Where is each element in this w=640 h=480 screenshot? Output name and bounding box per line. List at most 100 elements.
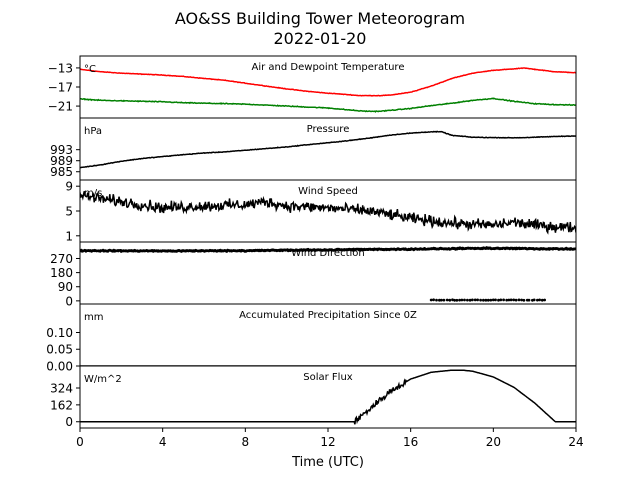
panel-3-point <box>494 298 497 302</box>
panel-2: 1 5 9 Wind Speed m/s <box>65 179 577 243</box>
panel-2-ytick-label: 9 <box>65 180 73 194</box>
panel-3-point <box>509 298 513 302</box>
panel-3-point <box>442 298 446 302</box>
panel-2-ytick-label: 1 <box>65 229 73 243</box>
panel-5-series-0 <box>80 369 576 425</box>
panel-0-ytick-label: −17 <box>48 81 73 95</box>
panel-3-point <box>538 298 541 302</box>
panel-1-ytick-label: 985 <box>50 165 73 179</box>
panel-3-point <box>499 298 503 302</box>
panel-2-unit: m/s <box>84 188 102 199</box>
xtick-label: 16 <box>403 435 418 449</box>
panel-3-title: Wind Direction <box>291 248 365 259</box>
x-axis-label: Time (UTC) <box>291 455 364 470</box>
x-axis: 0 4 8 12 16 20 24 <box>76 428 584 449</box>
panel-0: −13 −17 −21 Air and Dewpoint Temperature °C <box>48 55 577 119</box>
panel-3-point <box>460 298 464 302</box>
panel-3-point <box>473 298 477 302</box>
panel-5-ytick-label: 162 <box>50 398 73 412</box>
panel-5-ytick-label: 324 <box>50 381 73 395</box>
panel-0-ytick-label: −21 <box>48 100 73 114</box>
panel-1-unit: hPa <box>84 126 102 137</box>
panel-3-point <box>440 298 443 302</box>
panel-4-ytick-label: 0.05 <box>46 343 73 357</box>
panel-3-point <box>448 298 452 302</box>
panel-3-point <box>432 298 435 302</box>
panel-3-point <box>463 298 466 302</box>
panel-1-series <box>80 130 576 169</box>
panel-3-ytick-label: 90 <box>58 280 73 294</box>
panel-3-point <box>520 298 523 302</box>
panel-3-series <box>80 246 576 302</box>
panel-3-point <box>502 298 505 302</box>
panel-5-ytick-label: 0 <box>65 415 73 429</box>
panel-5-series <box>80 369 576 425</box>
panel-2-ytick-label: 5 <box>65 205 73 219</box>
panel-3-point <box>445 298 449 302</box>
panel-3-point <box>514 298 518 302</box>
panel-4-ytick-label: 0.10 <box>46 326 73 340</box>
panel-4: 0.00 0.05 0.10 Accumulated Precipitation Si… <box>46 303 577 374</box>
panel-3-point <box>491 298 495 302</box>
panel-1-series-0 <box>80 130 576 169</box>
panel-3-point <box>468 298 472 302</box>
panel-0-title: Air and Dewpoint Temperature <box>252 62 405 73</box>
panel-3-point <box>527 298 531 302</box>
panel-3-point <box>486 298 490 302</box>
panel-3-point <box>543 298 546 302</box>
panel-3-point <box>484 298 488 302</box>
panel-3-point <box>451 298 454 302</box>
panel-0-ytick-label: −13 <box>48 61 73 75</box>
panel-1-title: Pressure <box>307 124 350 135</box>
xtick-label: 20 <box>486 435 501 449</box>
panel-3-ytick-label: 270 <box>50 252 73 266</box>
xtick-label: 8 <box>242 435 250 449</box>
panel-3-point <box>507 298 511 302</box>
panel-3-point <box>455 298 459 302</box>
panel-3-point <box>438 298 441 302</box>
panel-3-point <box>522 298 526 302</box>
panel-3-point <box>458 298 461 302</box>
panel-4-unit: mm <box>84 312 103 323</box>
panel-3-point <box>540 298 544 302</box>
panel-3-point <box>536 298 539 302</box>
panel-3-point <box>512 298 516 302</box>
panel-3-point <box>453 298 456 302</box>
panel-3-point <box>497 298 500 302</box>
panel-3-point <box>489 298 493 302</box>
panel-2-title: Wind Speed <box>298 186 358 197</box>
xtick-label: 0 <box>76 435 84 449</box>
panel-3-point <box>476 298 479 302</box>
panel-5-title: Solar Flux <box>303 372 353 383</box>
panel-0-series-0 <box>80 67 576 97</box>
figure-title: AO&SS Building Tower Meteorogram <box>175 9 465 28</box>
figure-date: 2022-01-20 <box>274 29 367 48</box>
panel-3-point <box>517 298 521 302</box>
xtick-label: 4 <box>159 435 167 449</box>
panel-3-point <box>532 298 536 302</box>
panel-3-point <box>479 298 482 302</box>
panel-5: 0 162 324 Solar Flux W/m^2 <box>50 365 577 429</box>
panel-3-point <box>466 298 469 302</box>
panels: −13 −17 −21 Air and Dewpoint Temperature °C 9… <box>46 55 577 429</box>
panel-3-point <box>505 298 509 302</box>
panel-5-unit: W/m^2 <box>84 374 122 385</box>
panel-2-series-0 <box>80 191 576 235</box>
panel-3-ytick-label: 0 <box>65 294 73 308</box>
panel-0-series <box>80 67 576 113</box>
panel-3-point <box>435 298 438 302</box>
panel-2-series <box>80 191 576 235</box>
panel-3-ytick-label: 180 <box>50 266 73 280</box>
panel-4-ytick-label: 0.00 <box>46 360 73 374</box>
panel-3-point <box>482 298 485 302</box>
xtick-label: 24 <box>568 435 583 449</box>
panel-3-point <box>471 298 474 302</box>
panel-4-title: Accumulated Precipitation Since 0Z <box>239 310 417 321</box>
panel-0-unit: °C <box>84 64 96 75</box>
panel-1-ytick-label: 993 <box>50 143 73 157</box>
panel-0-series-1 <box>80 97 576 113</box>
panel-1-ytick-label: 989 <box>50 154 73 168</box>
